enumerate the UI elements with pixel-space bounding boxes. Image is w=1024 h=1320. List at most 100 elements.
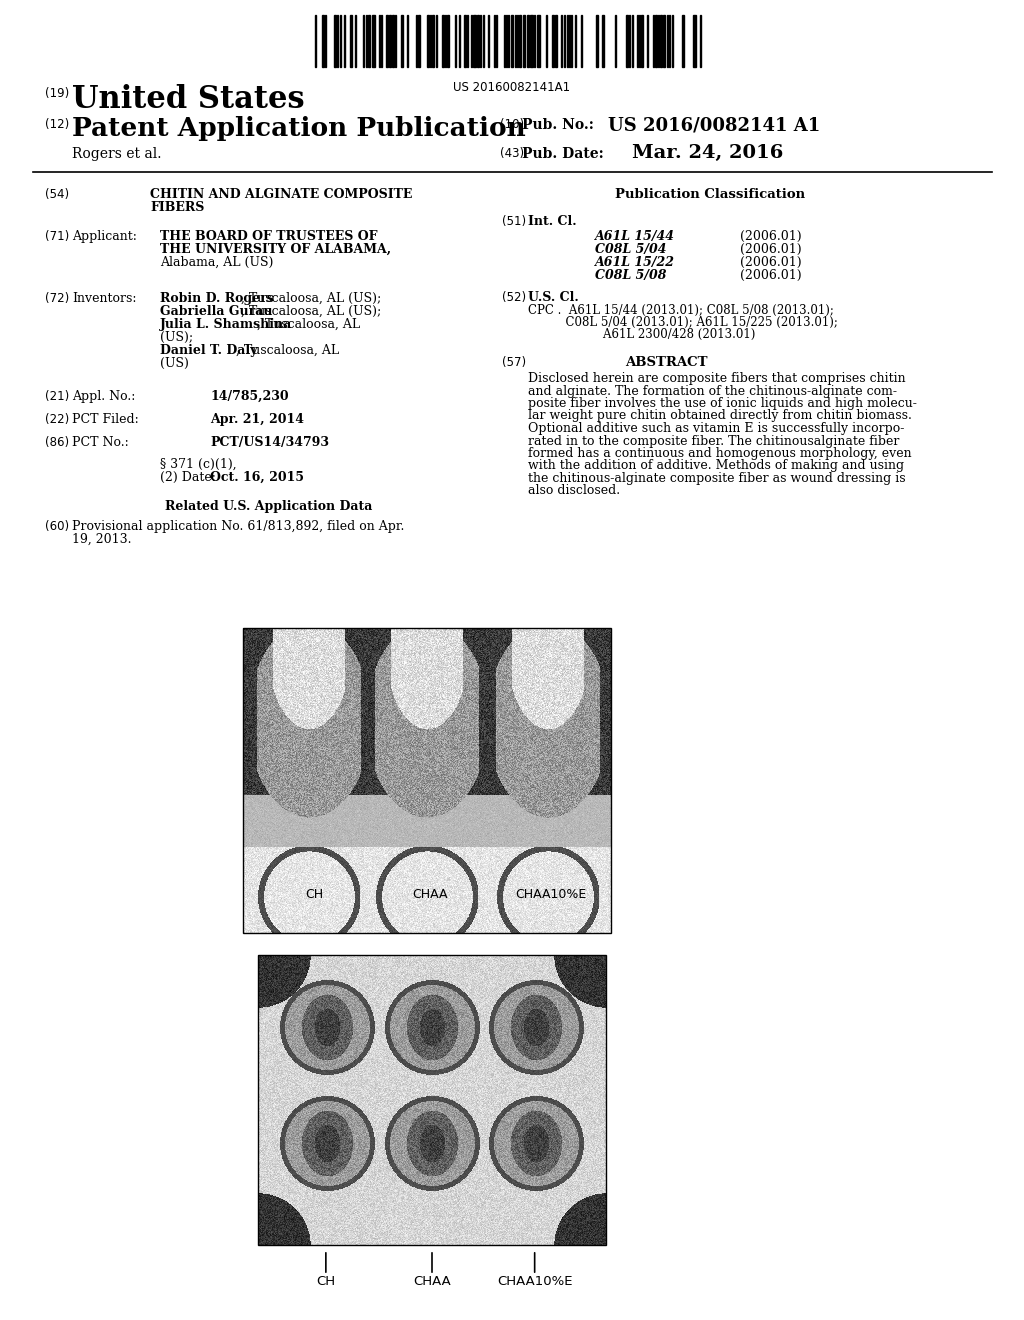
Bar <box>401 15 403 67</box>
Text: United States: United States <box>72 84 304 115</box>
Text: (22): (22) <box>45 413 70 426</box>
Bar <box>527 15 529 67</box>
Bar <box>511 15 513 67</box>
Text: Optional additive such as vitamin E is successfully incorpo-: Optional additive such as vitamin E is s… <box>528 422 904 436</box>
Text: Inventors:: Inventors: <box>72 292 136 305</box>
Bar <box>602 15 604 67</box>
Text: (19): (19) <box>45 87 70 100</box>
Bar <box>243 628 611 933</box>
Text: , Tuscaloosa, AL: , Tuscaloosa, AL <box>236 345 339 356</box>
Text: (10): (10) <box>500 117 524 131</box>
Bar <box>596 15 598 67</box>
Text: ABSTRACT: ABSTRACT <box>625 356 708 370</box>
Bar <box>432 15 434 67</box>
Bar <box>386 15 388 67</box>
Bar <box>663 15 665 67</box>
Text: CH: CH <box>305 888 324 902</box>
Text: (43): (43) <box>500 147 524 160</box>
Text: Oct. 16, 2015: Oct. 16, 2015 <box>210 471 304 484</box>
Bar <box>626 15 628 67</box>
Text: and alginate. The formation of the chitinous-alginate com-: and alginate. The formation of the chiti… <box>528 384 897 397</box>
Bar <box>418 15 420 67</box>
Text: (2006.01): (2006.01) <box>740 256 802 269</box>
Text: (54): (54) <box>45 187 70 201</box>
Text: Appl. No.:: Appl. No.: <box>72 389 135 403</box>
Text: (US): (US) <box>160 356 188 370</box>
Bar <box>523 15 525 67</box>
Text: Pub. No.:: Pub. No.: <box>522 117 594 132</box>
Bar <box>530 15 534 67</box>
Text: formed has a continuous and homogenous morphology, even: formed has a continuous and homogenous m… <box>528 447 911 459</box>
Bar <box>660 15 662 67</box>
Text: Int. Cl.: Int. Cl. <box>528 215 577 228</box>
Text: the chitinous-alginate composite fiber as wound dressing is: the chitinous-alginate composite fiber a… <box>528 473 905 484</box>
Bar <box>655 15 657 67</box>
Text: Robin D. Rogers: Robin D. Rogers <box>160 292 273 305</box>
Bar <box>477 15 479 67</box>
Bar <box>427 15 429 67</box>
Bar <box>258 954 606 1245</box>
Text: (2006.01): (2006.01) <box>740 269 802 282</box>
Text: CH: CH <box>316 1275 336 1288</box>
Text: Disclosed herein are composite fibers that comprises chitin: Disclosed herein are composite fibers th… <box>528 372 905 385</box>
Text: rated in to the composite fiber. The chitinousalginate fiber: rated in to the composite fiber. The chi… <box>528 434 899 447</box>
Text: (71): (71) <box>45 230 70 243</box>
Bar <box>368 15 370 67</box>
Text: (72): (72) <box>45 292 70 305</box>
Text: PCT No.:: PCT No.: <box>72 436 129 449</box>
Bar <box>473 15 476 67</box>
Text: C08L 5/04 (2013.01); A61L 15/225 (2013.01);: C08L 5/04 (2013.01); A61L 15/225 (2013.0… <box>528 315 838 329</box>
Text: Mar. 24, 2016: Mar. 24, 2016 <box>632 144 783 162</box>
Bar <box>372 15 375 67</box>
Bar <box>693 15 696 67</box>
Bar <box>519 15 521 67</box>
Bar <box>537 15 540 67</box>
Text: (57): (57) <box>502 356 526 370</box>
Text: (2) Date:: (2) Date: <box>160 471 216 484</box>
Text: also disclosed.: also disclosed. <box>528 484 621 498</box>
Text: Alabama, AL (US): Alabama, AL (US) <box>160 256 273 269</box>
Text: Pub. Date:: Pub. Date: <box>522 147 604 161</box>
Text: FIBERS: FIBERS <box>150 201 205 214</box>
Text: with the addition of additive. Methods of making and using: with the addition of additive. Methods o… <box>528 459 904 473</box>
Text: (21): (21) <box>45 389 70 403</box>
Text: , Tuscaloosa, AL: , Tuscaloosa, AL <box>257 318 360 331</box>
Bar <box>334 15 336 67</box>
Text: § 371 (c)(1),: § 371 (c)(1), <box>160 458 237 471</box>
Bar <box>350 15 352 67</box>
Text: A61L 2300/428 (2013.01): A61L 2300/428 (2013.01) <box>528 327 756 341</box>
Text: Patent Application Publication: Patent Application Publication <box>72 116 525 141</box>
Text: CPC .  A61L 15/44 (2013.01); C08L 5/08 (2013.01);: CPC . A61L 15/44 (2013.01); C08L 5/08 (2… <box>528 304 834 317</box>
Bar <box>555 15 557 67</box>
Text: Related U.S. Application Data: Related U.S. Application Data <box>165 500 373 513</box>
Text: CHAA: CHAA <box>413 1275 451 1288</box>
Text: Gabriella Gurau: Gabriella Gurau <box>160 305 272 318</box>
Text: , Tuscaloosa, AL (US);: , Tuscaloosa, AL (US); <box>241 305 381 318</box>
Bar <box>447 15 449 67</box>
Bar <box>552 15 554 67</box>
Bar <box>464 15 466 67</box>
Text: U.S. Cl.: U.S. Cl. <box>528 290 579 304</box>
Text: posite fiber involves the use of ionic liquids and high molecu-: posite fiber involves the use of ionic l… <box>528 397 916 411</box>
Text: (2006.01): (2006.01) <box>740 243 802 256</box>
Text: (52): (52) <box>502 290 526 304</box>
Text: 19, 2013.: 19, 2013. <box>72 533 131 546</box>
Bar <box>442 15 444 67</box>
Text: CHAA10%E: CHAA10%E <box>515 888 587 902</box>
Text: THE BOARD OF TRUSTEES OF: THE BOARD OF TRUSTEES OF <box>160 230 378 243</box>
Bar <box>392 15 394 67</box>
Text: CHAA: CHAA <box>413 888 447 902</box>
Text: Rogers et al.: Rogers et al. <box>72 147 162 161</box>
Text: C08L 5/08: C08L 5/08 <box>595 269 667 282</box>
Text: Julia L. Shamshina: Julia L. Shamshina <box>160 318 292 331</box>
Text: , Tuscaloosa, AL (US);: , Tuscaloosa, AL (US); <box>241 292 381 305</box>
Text: CHAA10%E: CHAA10%E <box>497 1275 572 1288</box>
Text: THE UNIVERSITY OF ALABAMA,: THE UNIVERSITY OF ALABAMA, <box>160 243 391 256</box>
Text: (51): (51) <box>502 215 526 228</box>
Text: (60): (60) <box>45 520 70 533</box>
Text: Applicant:: Applicant: <box>72 230 137 243</box>
Text: Publication Classification: Publication Classification <box>615 187 805 201</box>
Bar <box>322 15 324 67</box>
Text: (12): (12) <box>45 117 70 131</box>
Text: Daniel T. Daly: Daniel T. Daly <box>160 345 257 356</box>
